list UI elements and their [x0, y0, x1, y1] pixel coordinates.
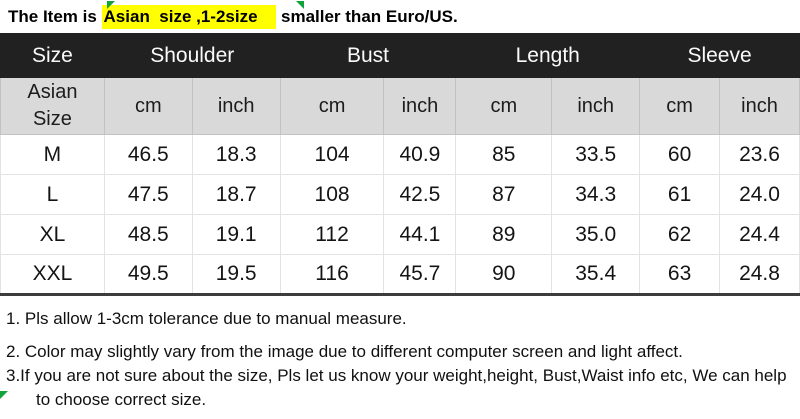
note-color: 2. Color may slightly vary from the imag…	[6, 342, 683, 361]
cell-shoulder-cm: 49.5	[103, 254, 193, 295]
cell-sleeve-cm: 63	[639, 254, 721, 295]
cell-bust-inch: 42.5	[383, 174, 457, 215]
notes-section: 1. Pls allow 1-3cm tolerance due to manu…	[0, 296, 800, 412]
subheader-asian-size: Asian Size	[0, 77, 105, 135]
cell-size: L	[0, 174, 105, 215]
comment-marker-icon	[107, 1, 115, 9]
unit-label-inch: inch	[191, 77, 281, 135]
col-header-bust: Bust	[279, 33, 457, 78]
title-highlight: Asian size ,1-2size	[101, 5, 277, 29]
title-suffix: smaller than Euro/US.	[276, 7, 458, 26]
cell-length-cm: 89	[455, 214, 553, 255]
cell-length-cm: 90	[455, 254, 553, 295]
cell-size: XXL	[0, 254, 105, 295]
unit-label-inch: inch	[551, 77, 641, 135]
table-header-row: Size Shoulder Bust Length Sleeve	[0, 33, 800, 78]
cell-bust-inch: 44.1	[383, 214, 457, 255]
cell-bust-cm: 104	[279, 134, 385, 175]
cell-sleeve-inch: 23.6	[719, 134, 800, 175]
unit-label-inch: inch	[383, 77, 457, 135]
cell-length-cm: 85	[455, 134, 553, 175]
cell-shoulder-inch: 19.1	[191, 214, 281, 255]
cell-sleeve-cm: 61	[639, 174, 721, 215]
cell-size: M	[0, 134, 105, 175]
table-row-m: M 46.5 18.3 104 40.9 85 33.5 60 23.6	[0, 134, 800, 175]
cell-bust-cm: 116	[279, 254, 385, 295]
unit-label-cm: cm	[455, 77, 553, 135]
cell-length-inch: 33.5	[551, 134, 641, 175]
note-tolerance: 1. Pls allow 1-3cm tolerance due to manu…	[6, 309, 407, 328]
cell-bust-inch: 40.9	[383, 134, 457, 175]
cell-length-inch: 35.4	[551, 254, 641, 295]
title-prefix: The Item is	[8, 7, 102, 26]
cell-shoulder-inch: 18.3	[191, 134, 281, 175]
table-row-l: L 47.5 18.7 108 42.5 87 34.3 61 24.0	[0, 174, 800, 215]
cell-shoulder-cm: 47.5	[103, 174, 193, 215]
col-header-shoulder: Shoulder	[103, 33, 281, 78]
table-subheader-row: Asian Size cm inch cm inch cm inch cm in…	[0, 77, 800, 135]
cell-shoulder-cm: 48.5	[103, 214, 193, 255]
cell-sleeve-cm: 62	[639, 214, 721, 255]
cell-length-inch: 34.3	[551, 174, 641, 215]
col-header-size: Size	[0, 33, 105, 78]
cell-bust-inch: 45.7	[383, 254, 457, 295]
unit-label-inch: inch	[719, 77, 800, 135]
title-line: The Item is Asian size ,1-2size smaller …	[0, 0, 800, 33]
unit-label-cm: cm	[639, 77, 721, 135]
cell-bust-cm: 108	[279, 174, 385, 215]
cell-sleeve-cm: 60	[639, 134, 721, 175]
cell-size: XL	[0, 214, 105, 255]
cell-shoulder-cm: 46.5	[103, 134, 193, 175]
note-size-help: 3.If you are not sure about the size, Pl…	[6, 366, 787, 385]
cell-sleeve-inch: 24.0	[719, 174, 800, 215]
cell-length-inch: 35.0	[551, 214, 641, 255]
cell-sleeve-inch: 24.8	[719, 254, 800, 295]
table-row-xl: XL 48.5 19.1 112 44.1 89 35.0 62 24.4	[0, 214, 800, 255]
unit-label-cm: cm	[279, 77, 385, 135]
col-header-length: Length	[455, 33, 641, 78]
cell-shoulder-inch: 18.7	[191, 174, 281, 215]
comment-marker-icon	[296, 1, 304, 9]
size-table: Size Shoulder Bust Length Sleeve Asian S…	[0, 33, 800, 296]
comment-marker-icon	[0, 391, 8, 399]
note-size-help-cont: to choose correct size.	[36, 390, 207, 409]
col-header-sleeve: Sleeve	[639, 33, 800, 78]
cell-bust-cm: 112	[279, 214, 385, 255]
cell-sleeve-inch: 24.4	[719, 214, 800, 255]
unit-label-cm: cm	[103, 77, 193, 135]
cell-length-cm: 87	[455, 174, 553, 215]
table-row-xxl: XXL 49.5 19.5 116 45.7 90 35.4 63 24.8	[0, 254, 800, 295]
cell-shoulder-inch: 19.5	[191, 254, 281, 295]
